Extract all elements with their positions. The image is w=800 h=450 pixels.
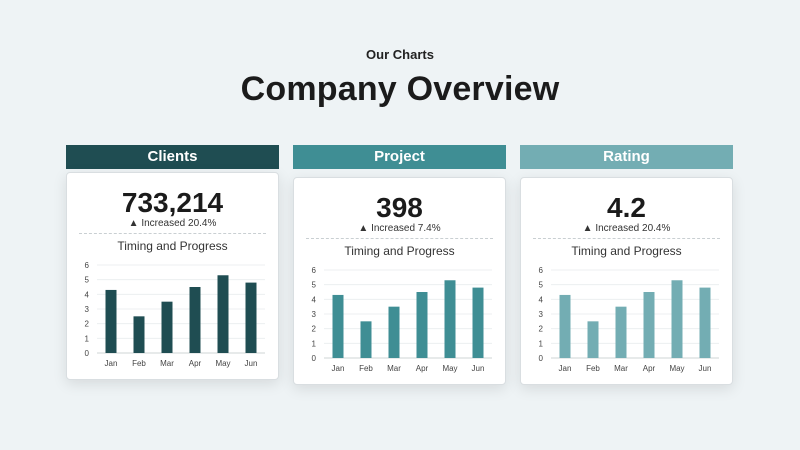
y-tick-label: 3 [312,310,317,319]
bar-feb [133,316,145,353]
y-tick-label: 2 [85,320,90,329]
page-kicker: Our Charts [366,47,434,62]
y-tick-label: 1 [539,339,544,348]
panel-header: Rating [520,145,733,169]
y-tick-label: 0 [312,354,317,363]
up-arrow-icon: ▲ [128,218,139,229]
stat-card: 398 ▲ Increased 7.4% Timing and Progress… [293,177,506,385]
x-tick-label: Jan [332,364,345,373]
stat-card: 4.2 ▲ Increased 20.4% Timing and Progres… [520,177,733,385]
chart-title: Timing and Progress [344,244,455,258]
stat-delta: ▲ Increased 7.4% [294,223,505,234]
x-tick-label: Mar [387,364,401,373]
y-tick-label: 4 [539,295,544,304]
bar-mar [161,301,173,353]
stat-value: 398 [376,192,423,223]
y-tick-label: 1 [312,339,317,348]
delta-text: Increased 20.4% [595,223,671,234]
x-tick-label: Apr [416,364,429,373]
bar-apr [416,292,428,358]
stat-value: 733,214 [121,187,224,218]
x-tick-label: Mar [614,364,628,373]
y-tick-label: 5 [85,276,90,285]
x-tick-label: Jan [559,364,572,373]
y-tick-label: 6 [539,266,544,275]
x-tick-label: Apr [643,364,656,373]
chart-title: Timing and Progress [117,239,228,253]
delta-text: Increased 7.4% [371,223,441,234]
bar-jan [559,294,571,358]
y-tick-label: 4 [85,290,90,299]
y-tick-label: 5 [539,281,544,290]
divider [533,238,720,239]
bar-may [217,275,229,353]
bar-jun [245,282,257,353]
y-tick-label: 0 [85,349,90,358]
page-title: Company Overview [240,70,560,108]
bar-feb [587,321,599,358]
y-tick-label: 3 [85,305,90,314]
x-tick-label: May [442,364,457,373]
y-tick-label: 5 [312,281,317,290]
x-tick-label: Apr [189,359,202,368]
bar-mar [388,306,400,358]
bar-jan [332,294,344,358]
x-tick-label: Mar [160,359,174,368]
x-tick-label: Feb [586,364,600,373]
x-tick-label: May [215,359,230,368]
stat-delta: ▲ Increased 20.4% [521,223,732,234]
stat-value: 4.2 [607,192,646,223]
delta-text: Increased 20.4% [141,218,217,229]
panel-header: Project [293,145,506,169]
bar-mar [615,306,627,358]
y-tick-label: 1 [85,334,90,343]
x-tick-label: Jun [472,364,485,373]
x-tick-label: May [669,364,684,373]
bar-apr [643,292,655,358]
bar-may [671,280,683,358]
chart-title: Timing and Progress [571,244,682,258]
bar-jan [105,289,117,353]
divider [306,238,493,239]
divider [79,233,266,234]
y-tick-label: 2 [312,325,317,334]
panel-header: Clients [66,145,279,169]
y-tick-label: 0 [539,354,544,363]
x-tick-label: Feb [132,359,146,368]
y-tick-label: 6 [312,266,317,275]
bar-jun [699,287,711,358]
x-tick-label: Jan [105,359,118,368]
bar-may [444,280,456,358]
up-arrow-icon: ▲ [582,223,593,234]
stat-delta: ▲ Increased 20.4% [67,218,278,229]
x-tick-label: Jun [245,359,258,368]
bar-chart: 0 1 2 3 4 5 6 Jan Feb Mar Apr May Jun [312,266,492,373]
y-tick-label: 6 [85,261,90,270]
stat-card: 733,214 ▲ Increased 20.4% Timing and Pro… [66,172,279,380]
bar-chart: 0 1 2 3 4 5 6 Jan Feb Mar Apr May Jun [85,261,265,368]
bar-jun [472,287,484,358]
y-tick-label: 2 [539,325,544,334]
y-tick-label: 3 [539,310,544,319]
bar-feb [360,321,372,358]
x-tick-label: Feb [359,364,373,373]
bar-chart: 0 1 2 3 4 5 6 Jan Feb Mar Apr May Jun [539,266,719,373]
y-tick-label: 4 [312,295,317,304]
x-tick-label: Jun [699,364,712,373]
bar-apr [189,287,201,353]
up-arrow-icon: ▲ [358,223,369,234]
